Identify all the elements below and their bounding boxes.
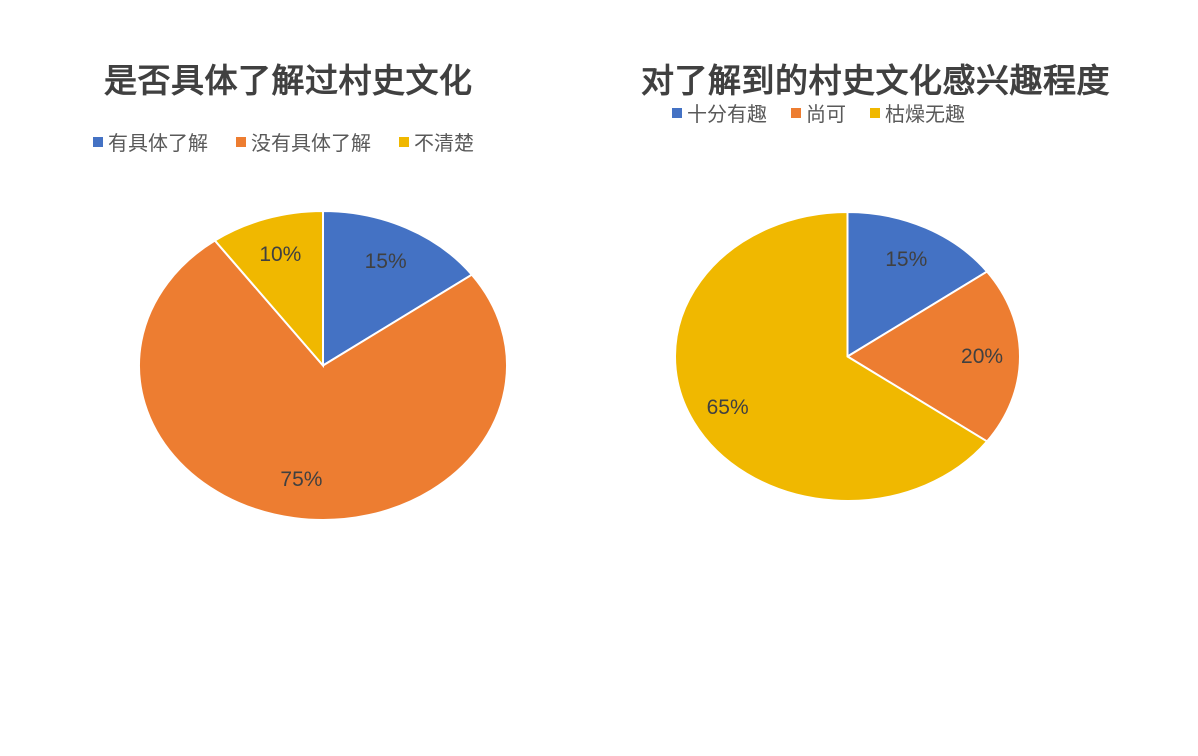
pie-slice (213, 209, 324, 369)
pie-slice (674, 210, 989, 502)
legend-swatch-icon (236, 136, 246, 147)
data-label: 15% (364, 250, 407, 274)
chart-legend: 有具体了解 没有具体了解 不清楚 (93, 127, 502, 156)
legend-item-not-aware: 没有具体了解 (236, 127, 371, 156)
legend-swatch-icon (399, 136, 409, 147)
pie-slice (138, 239, 508, 521)
chart-title: 是否具体了解过村史文化 (104, 61, 473, 100)
data-label: 15% (885, 247, 928, 271)
legend-label: 有具体了解 (108, 131, 208, 155)
pie-slice (845, 270, 1021, 443)
pie-slice (322, 209, 474, 368)
legend-swatch-icon (93, 136, 103, 147)
data-label: 20% (961, 344, 1004, 368)
data-label: 75% (280, 467, 323, 491)
legend-label: 没有具体了解 (251, 131, 371, 155)
chart-village-history-awareness: 是否具体了解过村史文化 有具体了解 没有具体了解 不清楚 (93, 61, 502, 156)
pie-chart-2 (674, 210, 1021, 502)
data-label: 10% (259, 243, 302, 267)
legend-item-aware: 有具体了解 (93, 127, 208, 156)
pie-slice (846, 210, 989, 359)
legend-item-unsure: 不清楚 (399, 127, 474, 156)
legend-label: 不清楚 (414, 131, 474, 155)
pie-chart-1 (138, 209, 508, 521)
data-label: 65% (706, 395, 749, 419)
